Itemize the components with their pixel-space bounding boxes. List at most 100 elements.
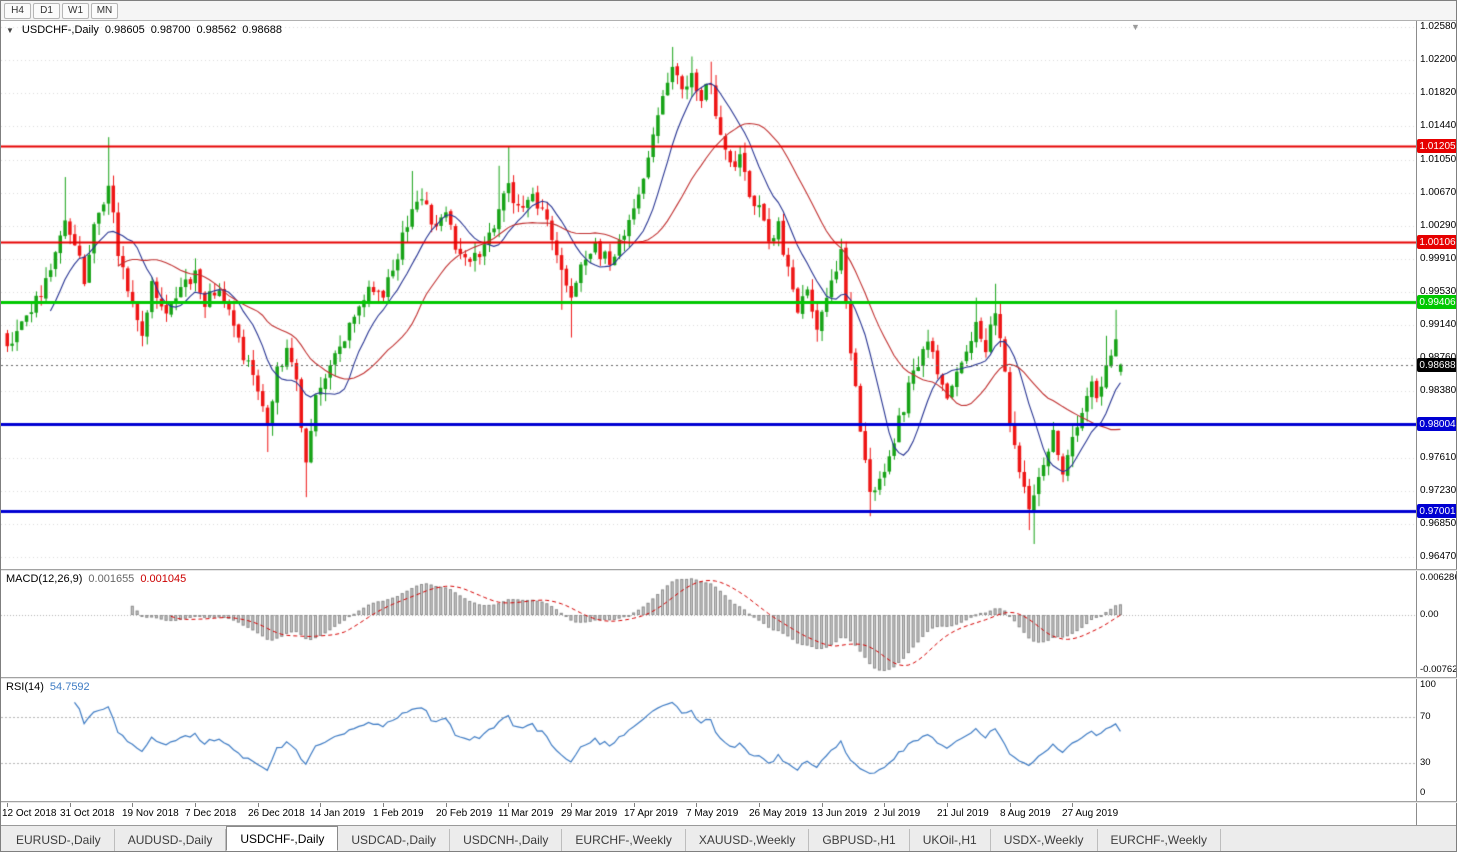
price-tick-label: 1.01820 <box>1420 87 1456 98</box>
time-axis-tick <box>132 803 133 807</box>
price-tick-label: 0.97610 <box>1420 452 1456 463</box>
price-tick-label: 0.98380 <box>1420 385 1456 396</box>
time-axis-tick <box>383 803 384 807</box>
time-axis-tick <box>446 803 447 807</box>
pane-separator[interactable] <box>1 801 1457 803</box>
price-tick-label: 1.02200 <box>1420 54 1456 65</box>
rsi-axis-70-label: 70 <box>1420 711 1431 722</box>
tab-audusd-daily[interactable]: AUDUSD-,Daily <box>115 829 227 851</box>
date-label: 26 Dec 2018 <box>248 808 305 819</box>
date-label: 12 Oct 2018 <box>2 808 57 819</box>
date-label: 26 May 2019 <box>749 808 807 819</box>
chart-area: ▼ USDCHF-,Daily 0.98605 0.98700 0.98562 … <box>1 21 1457 825</box>
pane-separator[interactable] <box>1 677 1457 679</box>
date-label: 31 Oct 2018 <box>60 808 115 819</box>
price-level-tag: 0.99406 <box>1417 295 1456 309</box>
time-axis-tick <box>822 803 823 807</box>
time-axis-tick <box>1010 803 1011 807</box>
date-label: 7 May 2019 <box>686 808 739 819</box>
rsi-label: RSI(14) 54.7592 <box>6 681 90 693</box>
date-label: 27 Aug 2019 <box>1062 808 1119 819</box>
time-axis-tick <box>947 803 948 807</box>
price-tick-label: 0.99530 <box>1420 286 1456 297</box>
date-label: 19 Nov 2018 <box>122 808 179 819</box>
price-chart-canvas[interactable] <box>1 21 1416 569</box>
rsi-axis-100-label: 100 <box>1420 679 1436 690</box>
date-label: 20 Feb 2019 <box>436 808 493 819</box>
date-label: 7 Dec 2018 <box>185 808 237 819</box>
tab-eurchf-weekly[interactable]: EURCHF-,Weekly <box>1098 829 1221 851</box>
date-label: 2 Jul 2019 <box>874 808 921 819</box>
rsi-axis-0-label: 0 <box>1420 787 1426 798</box>
time-axis-tick <box>508 803 509 807</box>
time-axis-tick <box>759 803 760 807</box>
date-label: 14 Jan 2019 <box>310 808 366 819</box>
macd-pane: MACD(12,26,9) 0.001655 0.001045 <box>1 571 1416 677</box>
macd-canvas[interactable] <box>1 571 1416 677</box>
price-tick-label: 0.96470 <box>1420 551 1456 562</box>
rsi-pane: RSI(14) 54.7592 <box>1 679 1416 801</box>
chart-shift-marker-icon[interactable]: ▼ <box>1131 22 1140 32</box>
date-label: 29 Mar 2019 <box>561 808 618 819</box>
rsi-value: 54.7592 <box>49 681 90 693</box>
date-label: 21 Jul 2019 <box>937 808 989 819</box>
chart-title: ▼ USDCHF-,Daily 0.98605 0.98700 0.98562 … <box>6 24 282 36</box>
macd-axis-bottom-label: -0.007620 <box>1420 664 1456 675</box>
timeframe-toolbar: H4 D1 W1 MN <box>1 1 1456 21</box>
macd-signal-value: 0.001045 <box>140 573 187 585</box>
price-tick-label: 1.00670 <box>1420 187 1456 198</box>
time-axis-tick <box>7 803 8 807</box>
timeframe-button-w1[interactable]: W1 <box>62 2 89 19</box>
rsi-canvas[interactable] <box>1 679 1416 801</box>
tab-usdx-weekly[interactable]: USDX-,Weekly <box>991 829 1098 851</box>
time-axis-tick <box>195 803 196 807</box>
macd-name: MACD(12,26,9) <box>6 573 83 585</box>
tab-usdcad-daily[interactable]: USDCAD-,Daily <box>338 829 451 851</box>
date-label: 17 Apr 2019 <box>624 808 678 819</box>
time-axis-tick <box>634 803 635 807</box>
tab-usdchf-daily[interactable]: USDCHF-,Daily <box>226 826 339 851</box>
tab-eurusd-daily[interactable]: EURUSD-,Daily <box>3 829 115 851</box>
chart-plots: ▼ USDCHF-,Daily 0.98605 0.98700 0.98562 … <box>1 21 1416 825</box>
time-axis-tick <box>258 803 259 807</box>
current-price-tag: 0.98688 <box>1417 358 1456 372</box>
date-label: 11 Mar 2019 <box>498 808 554 819</box>
price-level-tag: 0.98004 <box>1417 417 1456 431</box>
macd-axis-zero-label: 0.00 <box>1420 609 1439 620</box>
time-axis-tick <box>571 803 572 807</box>
bar-open-value: 0.98605 <box>104 24 145 36</box>
date-label: 8 Aug 2019 <box>1000 808 1051 819</box>
date-label: 13 Jun 2019 <box>812 808 868 819</box>
price-tick-label: 0.96850 <box>1420 518 1456 529</box>
price-level-tag: 1.01205 <box>1417 139 1456 153</box>
price-tick-label: 0.98760 <box>1420 352 1456 364</box>
time-axis-tick <box>320 803 321 807</box>
macd-main-value: 0.001655 <box>88 573 135 585</box>
chart-symbol-period: USDCHF-,Daily <box>21 24 99 36</box>
one-click-trading-icon[interactable]: ▼ <box>6 25 14 35</box>
tab-usdcnh-daily[interactable]: USDCNH-,Daily <box>450 829 563 851</box>
price-level-tag: 0.97001 <box>1417 504 1456 518</box>
bar-high-value: 0.98700 <box>150 24 191 36</box>
price-level-tag: 1.00106 <box>1417 235 1456 249</box>
timeframe-button-h4[interactable]: H4 <box>4 2 31 19</box>
pane-separator[interactable] <box>1 569 1457 571</box>
tab-eurchf-weekly[interactable]: EURCHF-,Weekly <box>562 829 686 851</box>
price-tick-label: 0.99910 <box>1420 253 1456 264</box>
price-tick-label: 0.99140 <box>1420 319 1456 330</box>
timeframe-button-d1[interactable]: D1 <box>33 2 60 19</box>
date-label: 1 Feb 2019 <box>373 808 424 819</box>
price-tick-label: 1.01440 <box>1420 120 1456 131</box>
price-tick-label: 0.97230 <box>1420 485 1456 496</box>
tab-gbpusd-h1[interactable]: GBPUSD-,H1 <box>809 829 910 851</box>
tab-ukoil-h1[interactable]: UKOil-,H1 <box>910 829 991 851</box>
chart-tab-bar: EURUSD-,Daily AUDUSD-,Daily USDCHF-,Daily U… <box>1 825 1456 851</box>
price-axis[interactable]: 1.02580 1.02200 1.01820 1.01440 1.01050 1.006… <box>1416 21 1456 825</box>
tab-xauusd-weekly[interactable]: XAUUSD-,Weekly <box>686 829 810 851</box>
price-pane: ▼ USDCHF-,Daily 0.98605 0.98700 0.98562 … <box>1 21 1416 569</box>
time-axis[interactable]: 12 Oct 2018 31 Oct 2018 19 Nov 2018 7 Dec 2… <box>1 803 1416 825</box>
rsi-name: RSI(14) <box>6 681 44 693</box>
bar-low-value: 0.98562 <box>196 24 237 36</box>
timeframe-button-mn[interactable]: MN <box>91 2 118 19</box>
